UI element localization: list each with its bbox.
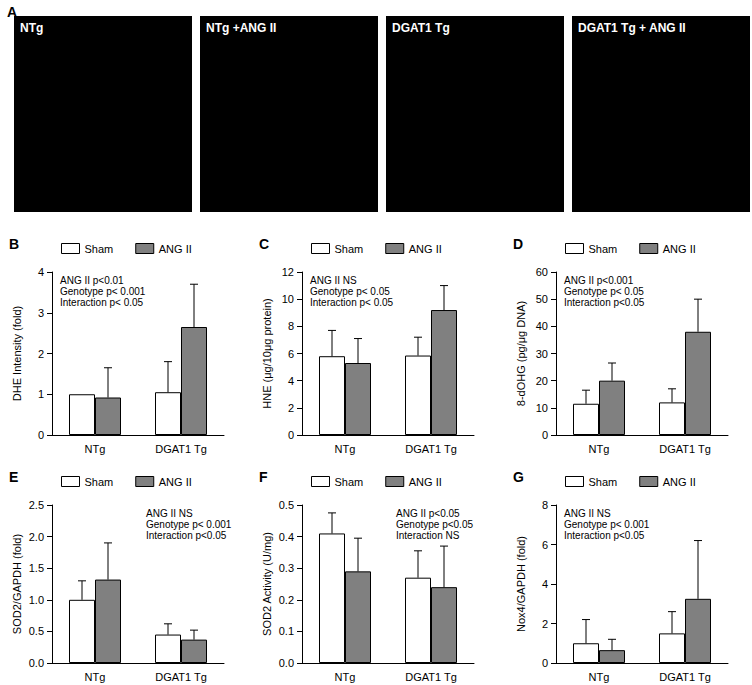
svg-text:1.0: 1.0 — [29, 594, 44, 606]
svg-text:Genotype p< 0.001: Genotype p< 0.001 — [60, 286, 146, 297]
svg-text:ANG II: ANG II — [663, 243, 696, 255]
svg-text:0.3: 0.3 — [279, 562, 294, 574]
svg-text:Sham: Sham — [589, 476, 618, 488]
svg-text:DGAT1 Tg + ANG II: DGAT1 Tg + ANG II — [578, 21, 686, 35]
svg-text:Nox4/GAPDH (fold): Nox4/GAPDH (fold) — [515, 536, 527, 632]
svg-text:Sham: Sham — [85, 243, 114, 255]
svg-text:6: 6 — [288, 348, 294, 360]
svg-text:4: 4 — [542, 578, 548, 590]
svg-text:NTg: NTg — [85, 443, 106, 455]
svg-text:60: 60 — [536, 266, 548, 278]
svg-text:0.1: 0.1 — [279, 625, 294, 637]
svg-text:Genotype p< 0.001: Genotype p< 0.001 — [564, 519, 650, 530]
svg-text:D: D — [513, 236, 523, 252]
svg-text:3: 3 — [38, 307, 44, 319]
svg-text:0.2: 0.2 — [279, 594, 294, 606]
svg-text:0.0: 0.0 — [29, 657, 44, 669]
svg-text:ANG II p<0.001: ANG II p<0.001 — [564, 275, 634, 286]
svg-text:NTg: NTg — [335, 443, 356, 455]
svg-text:Interaction NS: Interaction NS — [396, 530, 460, 541]
svg-text:6: 6 — [542, 539, 548, 551]
svg-text:Genotype p< 0.05: Genotype p< 0.05 — [310, 286, 390, 297]
svg-text:2: 2 — [288, 402, 294, 414]
svg-text:ANG II: ANG II — [159, 476, 192, 488]
svg-text:DGAT1 Tg: DGAT1 Tg — [659, 443, 711, 455]
svg-text:DGAT1 Tg: DGAT1 Tg — [659, 671, 711, 683]
svg-text:Interaction p<0.05: Interaction p<0.05 — [564, 530, 645, 541]
svg-text:DHE Intensity (fold): DHE Intensity (fold) — [11, 306, 23, 401]
svg-text:NTg: NTg — [589, 671, 610, 683]
svg-text:8: 8 — [542, 499, 548, 511]
svg-text:NTg: NTg — [20, 21, 43, 35]
svg-text:C: C — [259, 236, 269, 252]
svg-text:ANG II: ANG II — [409, 243, 442, 255]
svg-text:NTg: NTg — [335, 671, 356, 683]
svg-text:ANG II: ANG II — [159, 243, 192, 255]
svg-text:Sham: Sham — [335, 243, 364, 255]
svg-text:Interaction p<0.05: Interaction p<0.05 — [564, 297, 645, 308]
svg-text:Genotype p<0.05: Genotype p<0.05 — [396, 519, 473, 530]
svg-text:1.5: 1.5 — [29, 562, 44, 574]
svg-text:NTg: NTg — [85, 671, 106, 683]
svg-text:ANG II NS: ANG II NS — [310, 275, 357, 286]
svg-text:0: 0 — [542, 429, 548, 441]
svg-text:A: A — [7, 4, 17, 20]
svg-text:F: F — [259, 469, 268, 485]
svg-text:DGAT1 Tg: DGAT1 Tg — [405, 443, 457, 455]
svg-text:ANG II: ANG II — [409, 476, 442, 488]
svg-text:40: 40 — [536, 320, 548, 332]
svg-text:1: 1 — [38, 388, 44, 400]
svg-text:50: 50 — [536, 293, 548, 305]
svg-text:DGAT1 Tg: DGAT1 Tg — [155, 443, 207, 455]
svg-text:Interaction p< 0.05: Interaction p< 0.05 — [310, 297, 394, 308]
svg-text:HNE (μg/10μg protein): HNE (μg/10μg protein) — [261, 298, 273, 409]
svg-text:SOD2 Activity (U/mg): SOD2 Activity (U/mg) — [261, 532, 273, 636]
svg-text:8-dOHG (pg/μg DNA): 8-dOHG (pg/μg DNA) — [515, 301, 527, 406]
svg-text:0: 0 — [288, 429, 294, 441]
svg-text:2.5: 2.5 — [29, 499, 44, 511]
svg-text:2.0: 2.0 — [29, 531, 44, 543]
svg-text:Sham: Sham — [589, 243, 618, 255]
svg-text:0.5: 0.5 — [29, 625, 44, 637]
svg-text:DGAT1 Tg: DGAT1 Tg — [392, 21, 450, 35]
svg-text:DGAT1 Tg: DGAT1 Tg — [405, 671, 457, 683]
svg-text:Interaction p<0.05: Interaction p<0.05 — [146, 530, 227, 541]
svg-text:ANG II NS: ANG II NS — [146, 508, 193, 519]
svg-text:4: 4 — [38, 266, 44, 278]
svg-text:ANG II: ANG II — [663, 476, 696, 488]
svg-text:ANG II p<0.01: ANG II p<0.01 — [60, 275, 124, 286]
svg-text:2: 2 — [38, 348, 44, 360]
svg-text:0.5: 0.5 — [279, 499, 294, 511]
svg-text:2: 2 — [542, 618, 548, 630]
svg-text:G: G — [513, 469, 524, 485]
svg-text:NTg: NTg — [589, 443, 610, 455]
svg-text:0: 0 — [542, 657, 548, 669]
svg-text:10: 10 — [282, 293, 294, 305]
svg-text:Genotype p< 0.05: Genotype p< 0.05 — [564, 286, 644, 297]
svg-text:ANG II p<0.05: ANG II p<0.05 — [396, 508, 460, 519]
svg-text:8: 8 — [288, 320, 294, 332]
svg-text:4: 4 — [288, 375, 294, 387]
svg-text:NTg +ANG II: NTg +ANG II — [206, 21, 276, 35]
svg-text:SOD2/GAPDH (fold): SOD2/GAPDH (fold) — [11, 534, 23, 634]
svg-text:20: 20 — [536, 375, 548, 387]
svg-text:12: 12 — [282, 266, 294, 278]
svg-text:DGAT1 Tg: DGAT1 Tg — [155, 671, 207, 683]
svg-text:10: 10 — [536, 402, 548, 414]
svg-text:E: E — [9, 469, 18, 485]
svg-text:Sham: Sham — [335, 476, 364, 488]
svg-text:30: 30 — [536, 348, 548, 360]
svg-text:0.0: 0.0 — [279, 657, 294, 669]
svg-text:Interaction p< 0.05: Interaction p< 0.05 — [60, 297, 144, 308]
svg-text:Sham: Sham — [85, 476, 114, 488]
svg-text:ANG II NS: ANG II NS — [564, 508, 611, 519]
svg-text:0.4: 0.4 — [279, 531, 294, 543]
svg-text:B: B — [9, 236, 19, 252]
svg-text:Genotype p< 0.001: Genotype p< 0.001 — [146, 519, 232, 530]
svg-text:0: 0 — [38, 429, 44, 441]
